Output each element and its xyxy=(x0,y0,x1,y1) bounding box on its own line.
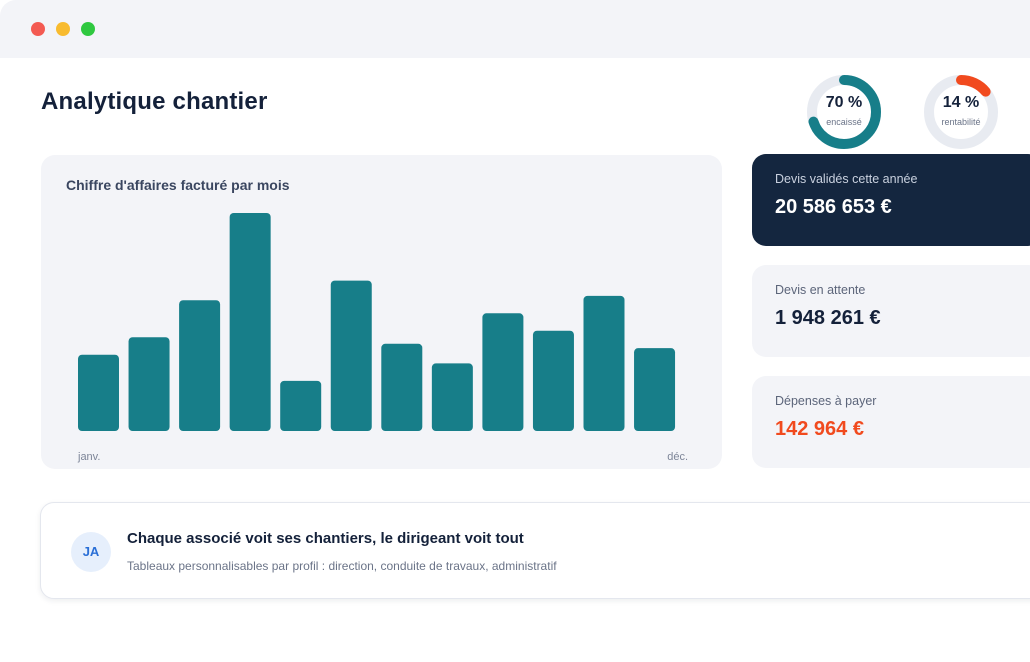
gauge-progress-arc xyxy=(924,75,998,149)
stat-value: 142 964 € xyxy=(775,418,864,440)
gauge-rentabilite: 14 % rentabilité xyxy=(921,72,1001,152)
info-banner: JA Chaque associé voit ses chantiers, le… xyxy=(40,502,1030,599)
chart-bar xyxy=(128,337,170,431)
minimize-window-button[interactable] xyxy=(56,22,70,36)
chart-bar xyxy=(634,348,676,431)
x-axis-start-label: janv. xyxy=(78,451,101,463)
revenue-chart-card: Chiffre d'affaires facturé par mois janv… xyxy=(41,155,722,469)
gauge-encaisse: 70 % encaissé xyxy=(804,72,884,152)
revenue-bar-chart xyxy=(78,213,676,431)
chart-bar xyxy=(431,363,473,431)
stat-card-validated-quotes[interactable]: Devis validés cette année 20 586 653 € xyxy=(752,154,1030,246)
chart-bar xyxy=(179,300,221,431)
zoom-window-button[interactable] xyxy=(81,22,95,36)
info-title: Chaque associé voit ses chantiers, le di… xyxy=(127,530,524,547)
stat-label: Devis validés cette année xyxy=(775,172,918,186)
gauge-progress-arc xyxy=(807,75,881,149)
close-window-button[interactable] xyxy=(31,22,45,36)
x-axis-end-label: déc. xyxy=(667,451,688,463)
gauge-value: 70 % xyxy=(825,94,863,111)
chart-bar xyxy=(381,343,423,431)
chart-bar xyxy=(532,330,574,431)
page-title: Analytique chantier xyxy=(41,88,268,115)
gauge-label: rentabilité xyxy=(941,117,981,127)
window-titlebar xyxy=(0,0,1030,58)
info-subtitle: Tableaux personnalisables par profil : d… xyxy=(127,559,557,573)
stat-card-expenses-due[interactable]: Dépenses à payer 142 964 € xyxy=(752,376,1030,468)
gauge-ring xyxy=(807,75,881,149)
chart-bar xyxy=(78,354,119,431)
chart-bar xyxy=(330,280,372,431)
gauge-label: encaissé xyxy=(826,117,862,127)
chart-bar xyxy=(482,313,524,431)
stat-value: 1 948 261 € xyxy=(775,307,881,329)
stat-value: 20 586 653 € xyxy=(775,196,892,218)
gauge-value: 14 % xyxy=(942,94,980,111)
chart-title: Chiffre d'affaires facturé par mois xyxy=(66,177,290,193)
gauge-ring xyxy=(924,75,998,149)
stat-label: Devis en attente xyxy=(775,283,866,297)
chart-bar xyxy=(583,295,625,431)
stat-label: Dépenses à payer xyxy=(775,394,877,408)
chart-bar xyxy=(280,380,322,431)
avatar: JA xyxy=(71,532,111,572)
chart-bar xyxy=(229,213,271,431)
stat-card-pending-quotes[interactable]: Devis en attente 1 948 261 € xyxy=(752,265,1030,357)
